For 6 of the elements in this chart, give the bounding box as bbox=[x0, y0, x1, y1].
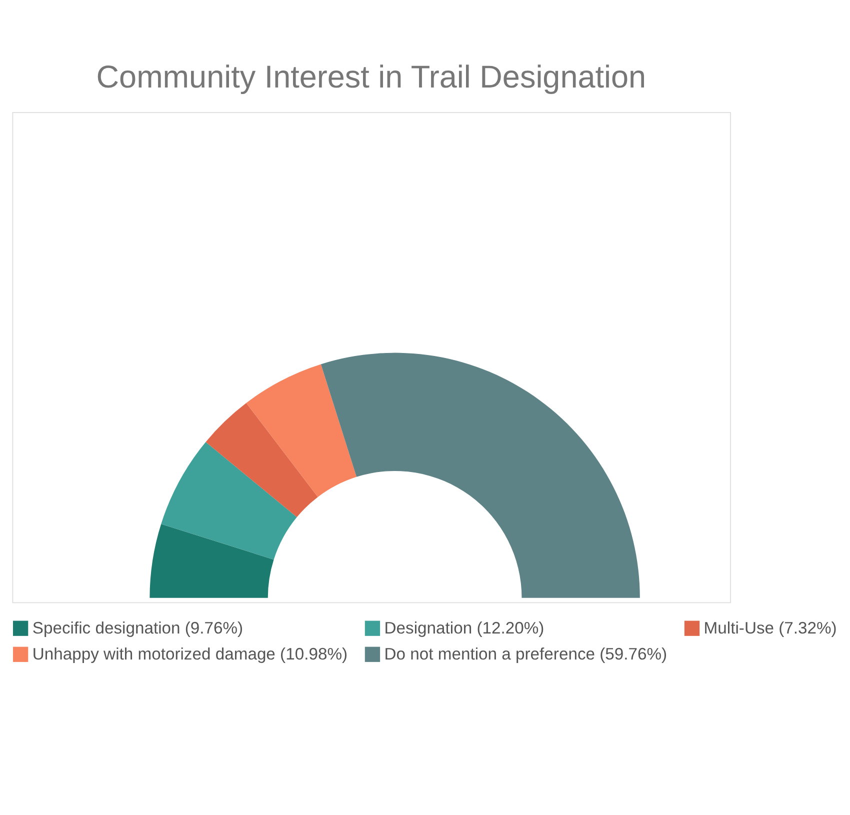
chart-title: Community Interest in Trail Designation bbox=[96, 58, 646, 95]
legend-label: Specific designation (9.76%) bbox=[32, 618, 244, 638]
legend-label: Designation (12.20%) bbox=[384, 618, 544, 638]
legend-label: Multi-Use (7.32%) bbox=[704, 618, 837, 638]
legend-label: Do not mention a preference (59.76%) bbox=[384, 644, 668, 664]
legend-label: Unhappy with motorized damage (10.98%) bbox=[32, 644, 348, 664]
